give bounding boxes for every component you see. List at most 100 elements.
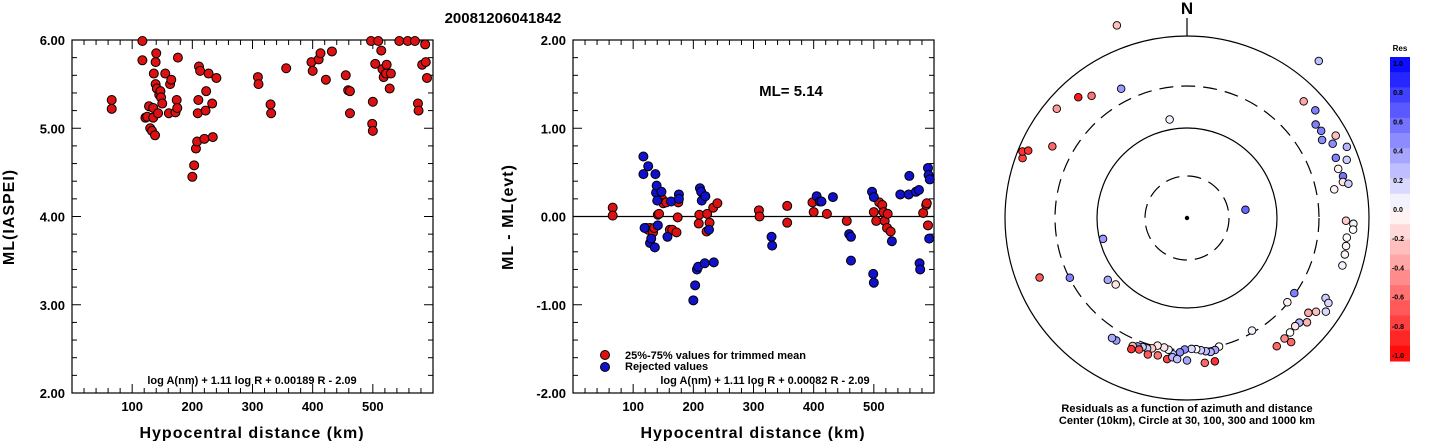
station-residual-point	[1143, 350, 1153, 359]
p2-data-point	[882, 208, 893, 219]
p2-data-point	[754, 211, 765, 222]
p2-data-point	[671, 227, 682, 238]
p2-data-point	[895, 189, 906, 200]
p2-data-point	[782, 217, 793, 228]
p2-y-axis-label: ML - ML(evt)	[500, 164, 517, 270]
center-dot	[1184, 215, 1190, 221]
p2-y-tick-label: 1.00	[541, 121, 566, 136]
p1-data-point	[385, 68, 396, 79]
colorbar-cell	[1390, 209, 1410, 225]
station-residual-point	[1286, 337, 1296, 347]
colorbar-cell	[1390, 87, 1410, 104]
colorbar-tick-label: 0.0	[1393, 207, 1403, 214]
colorbar-tick-label: -1.0	[1392, 353, 1404, 360]
p2-data-point	[649, 242, 660, 253]
colorbar-cell	[1390, 148, 1410, 164]
p1-data-point	[151, 48, 162, 59]
p1-data-point	[172, 102, 183, 113]
p2-data-point	[913, 185, 924, 196]
p2-data-point	[708, 257, 719, 268]
station-residual-point	[1333, 164, 1343, 174]
p2-data-point	[699, 258, 710, 269]
station-residual-point	[1344, 179, 1353, 188]
p1-y-tick-label: 6.00	[40, 33, 65, 48]
station-residual-point	[1283, 297, 1292, 307]
p2-x-tick-label: 100	[622, 399, 644, 414]
colorbar-cell	[1390, 193, 1410, 210]
p1-y-tick-label: 3.00	[40, 298, 65, 313]
p2-x-tick-label: 300	[743, 399, 765, 414]
p1-data-point	[199, 133, 210, 144]
station-residual-point	[1153, 351, 1163, 360]
colorbar-cell	[1390, 315, 1410, 332]
p1-data-point	[211, 72, 222, 83]
colorbar-cell	[1390, 224, 1410, 240]
p2-data-point	[638, 169, 649, 180]
p1-data-point	[137, 55, 148, 66]
p2-data-point	[922, 220, 933, 231]
p1-y-tick-label: 5.00	[40, 121, 65, 136]
p2-y-tick-label: 2.00	[541, 33, 566, 48]
p2-data-point	[921, 198, 932, 209]
station-residual-point	[1331, 153, 1341, 163]
p1-data-point	[148, 68, 159, 79]
colorbar-cell	[1390, 57, 1410, 73]
p1-data-point	[201, 86, 212, 97]
circle-100km	[1096, 127, 1278, 309]
station-residual-point	[1127, 344, 1136, 354]
p2-data-point	[816, 196, 827, 207]
p1-data-point	[160, 68, 171, 79]
colorbar-cell	[1390, 254, 1410, 271]
legend-trimmed-label: 25%-75% values for trimmed mean	[625, 350, 806, 362]
p1-data-point	[172, 52, 183, 63]
station-residual-point	[1241, 205, 1250, 215]
ml-vs-distance-panel: ML(IASPEI) Hypocentral distance (km) log…	[1, 33, 434, 441]
p2-data-point	[868, 268, 879, 279]
circle-1000km	[1004, 35, 1370, 401]
colorbar-tick-label: -0.4	[1392, 265, 1404, 272]
colorbar-cell	[1390, 178, 1410, 195]
p1-data-point	[193, 95, 204, 106]
station-residual-point	[1290, 321, 1300, 331]
colorbar-cell	[1390, 133, 1410, 149]
legend-rejected-label: Rejected values	[625, 361, 708, 373]
p2-data-point	[652, 195, 663, 206]
colorbar-cell	[1390, 163, 1410, 180]
station-residual-point	[1338, 261, 1347, 270]
p1-x-tick-label: 300	[242, 399, 264, 414]
p1-data-point	[326, 46, 337, 57]
p1-data-point	[409, 36, 420, 46]
p2-data-point	[886, 236, 897, 247]
station-residual-point	[1316, 126, 1326, 136]
p1-data-point	[367, 96, 378, 107]
station-residual-point	[1065, 273, 1075, 282]
station-residual-point	[1311, 106, 1320, 115]
p1-data-point	[281, 63, 292, 74]
colorbar-tick-label: -0.8	[1392, 324, 1404, 331]
station-residual-point	[1302, 318, 1312, 327]
station-residual-point	[1340, 250, 1350, 259]
p1-data-point	[200, 105, 211, 116]
station-residual-point	[1247, 326, 1257, 335]
p2-ml-annotation: ML= 5.14	[759, 83, 823, 100]
station-residual-point	[1210, 357, 1220, 366]
p1-x-axis-label: Hypocentral distance (km)	[139, 425, 364, 441]
p1-data-point	[420, 39, 431, 50]
colorbar-tick-label: -0.2	[1392, 236, 1404, 243]
p2-data-point	[827, 192, 838, 203]
p1-data-point	[315, 48, 326, 59]
p2-data-point	[690, 280, 701, 291]
station-residual-point	[1107, 333, 1117, 343]
residuals-azimuth-panel: N Residuals as a function of azimuth and…	[1004, 0, 1370, 427]
p2-data-point	[885, 226, 896, 237]
p2-data-point	[871, 215, 882, 226]
circle-30km	[1144, 175, 1230, 261]
station-residual-point	[1290, 288, 1299, 298]
station-residual-point	[1111, 280, 1120, 289]
p2-data-point	[693, 218, 704, 229]
station-residual-point	[1348, 225, 1358, 234]
p1-data-point	[344, 86, 355, 97]
p2-data-point	[767, 240, 778, 251]
station-residual-point	[1087, 91, 1096, 101]
colorbar-tick-label: 0.6	[1393, 119, 1403, 126]
